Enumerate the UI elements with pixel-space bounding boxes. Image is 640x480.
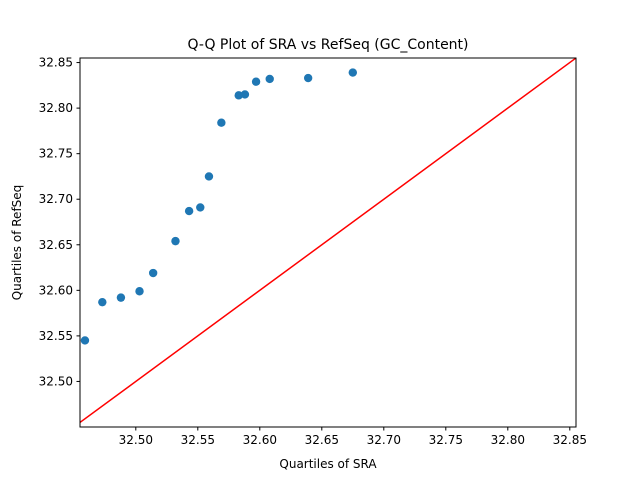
- data-point-4: [148, 268, 158, 278]
- data-point-1: [98, 297, 107, 307]
- x-tick-label: 32.60: [243, 433, 277, 447]
- x-tick-label: 32.55: [181, 433, 215, 447]
- x-tick-label: 32.75: [429, 433, 463, 447]
- plot-frame: [79, 57, 577, 428]
- x-tick-label: 32.65: [305, 433, 339, 447]
- reference-line-layer: [80, 58, 576, 424]
- x-tick-label: 32.70: [367, 433, 401, 447]
- data-point-5: [171, 236, 180, 246]
- x-axis-label: Quartiles of SRA: [279, 457, 377, 471]
- points-layer: [80, 68, 357, 345]
- y-tick-label: 32.75: [39, 147, 73, 161]
- data-point-3: [135, 287, 144, 296]
- x-tick-label: 32.80: [491, 433, 525, 447]
- data-point-12: [251, 77, 261, 86]
- chart-title: Q-Q Plot of SRA vs RefSeq (GC_Content): [187, 37, 468, 53]
- y-tick-label: 32.60: [39, 283, 73, 297]
- data-point-0: [80, 336, 90, 345]
- y-tick-label: 32.50: [39, 374, 73, 388]
- x-ticks: 32.50 32.55 32.60 32.65 32.70 32.75 32.80 32.85: [119, 427, 587, 447]
- x-tick-label: 32.85: [553, 433, 587, 447]
- reference-line: [80, 58, 576, 424]
- y-tick-label: 32.55: [39, 329, 73, 343]
- data-point-9: [217, 118, 226, 127]
- data-point-2: [116, 293, 126, 302]
- y-tick-label: 32.80: [39, 101, 73, 115]
- data-point-7: [196, 203, 205, 212]
- y-tick-label: 32.85: [39, 56, 73, 70]
- data-point-6: [184, 206, 194, 216]
- y-ticks: 32.50 32.55 32.60 32.65 32.70 32.75 32.80 32.85: [39, 56, 80, 388]
- data-point-15: [348, 68, 357, 77]
- data-point-8: [204, 172, 214, 181]
- data-point-13: [265, 74, 274, 84]
- y-tick-label: 32.70: [39, 192, 73, 206]
- y-axis-label: Quartiles of RefSeq: [10, 185, 24, 301]
- data-point-11: [240, 90, 250, 99]
- data-point-14: [303, 73, 313, 83]
- x-tick-label: 32.50: [119, 433, 153, 447]
- data-point-10: [234, 91, 243, 100]
- y-tick-label: 32.65: [39, 238, 73, 252]
